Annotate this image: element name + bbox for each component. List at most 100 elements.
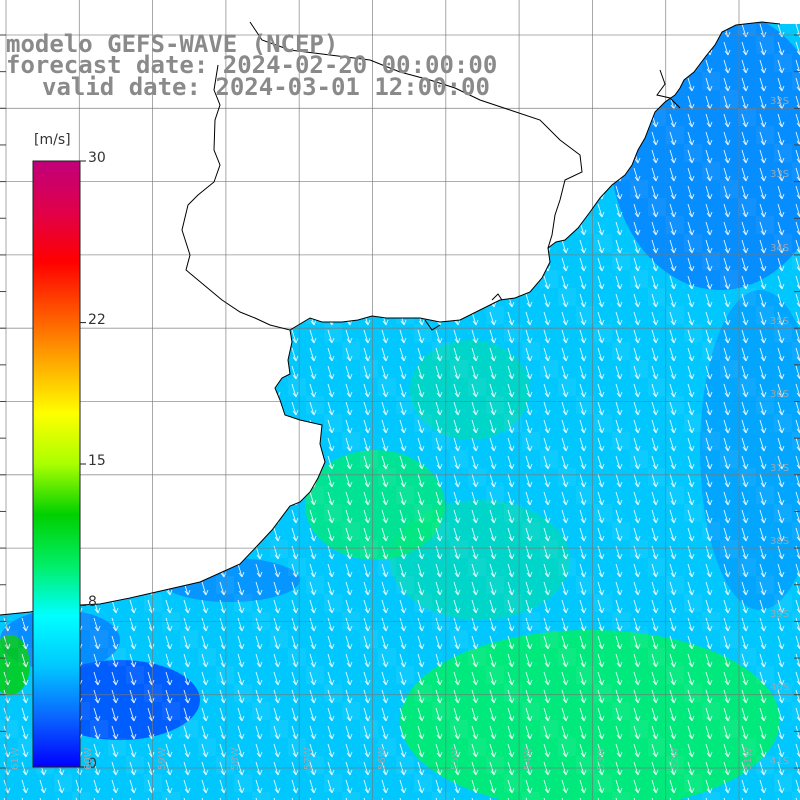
- wind-arrow: [399, 743, 407, 758]
- wind-arrow: [615, 347, 623, 362]
- longitude-label: 60W: [83, 747, 95, 770]
- wind-arrow: [741, 653, 749, 668]
- wind-arrow: [255, 761, 263, 776]
- wind-arrow: [525, 743, 533, 758]
- grid-cell: [720, 180, 738, 198]
- wind-arrow: [597, 599, 605, 614]
- wind-arrow: [381, 491, 389, 506]
- wind-arrow: [759, 203, 767, 218]
- wind-arrow: [777, 725, 785, 740]
- wind-arrow: [615, 743, 623, 758]
- wind-arrow: [399, 347, 407, 362]
- wind-arrow: [471, 779, 479, 794]
- wind-arrow: [489, 347, 497, 362]
- wind-arrow: [669, 257, 677, 272]
- grid-cell: [360, 540, 378, 558]
- grid-cell: [54, 774, 72, 792]
- wind-arrow: [183, 671, 191, 686]
- wind-arrow: [723, 509, 731, 524]
- wind-arrow: [633, 221, 641, 236]
- wind-arrow: [777, 707, 785, 722]
- wind-arrow: [669, 149, 677, 164]
- wind-arrow: [777, 221, 785, 236]
- wind-arrow: [525, 527, 533, 542]
- wind-arrow: [651, 689, 659, 704]
- wind-arrow: [723, 329, 731, 344]
- wind-arrow: [705, 185, 713, 200]
- wind-arrow: [651, 221, 659, 236]
- wind-arrow: [471, 725, 479, 740]
- latitude-label: 37S: [770, 462, 790, 474]
- wind-arrow: [633, 653, 641, 668]
- grid-cell: [360, 630, 378, 648]
- wind-arrow: [741, 401, 749, 416]
- grid-cell: [792, 432, 800, 450]
- wind-arrow: [561, 563, 569, 578]
- wind-arrow: [561, 437, 569, 452]
- wind-arrow: [381, 401, 389, 416]
- wind-arrow: [669, 419, 677, 434]
- wind-arrow: [327, 401, 335, 416]
- wind-arrow: [273, 581, 281, 596]
- wind-arrow: [561, 311, 569, 326]
- wind-arrow: [273, 725, 281, 740]
- wind-arrow: [327, 743, 335, 758]
- grid-cell: [648, 558, 666, 576]
- grid-cell: [486, 576, 504, 594]
- grid-cell: [720, 90, 738, 108]
- grid-cell: [522, 792, 540, 800]
- wind-arrow: [435, 635, 443, 650]
- wind-arrow: [525, 761, 533, 776]
- colorbar-unit-label: [m/s]: [34, 132, 71, 148]
- wind-arrow: [489, 329, 497, 344]
- wind-arrow: [291, 653, 299, 668]
- wind-arrow: [507, 491, 515, 506]
- wind-arrow: [687, 185, 695, 200]
- wind-arrow: [579, 743, 587, 758]
- grid-cell: [594, 414, 612, 432]
- wind-arrow: [453, 455, 461, 470]
- wind-arrow: [561, 401, 569, 416]
- wind-arrow: [453, 401, 461, 416]
- wind-arrow: [345, 437, 353, 452]
- wind-arrow: [777, 185, 785, 200]
- wind-arrow: [255, 653, 263, 668]
- valid-date: valid date: 2024-03-01 12:00:00: [42, 73, 490, 101]
- grid-cell: [324, 414, 342, 432]
- grid-cell: [288, 738, 306, 756]
- grid-cell: [162, 702, 180, 720]
- wind-arrow: [129, 779, 137, 794]
- wind-arrow: [201, 725, 209, 740]
- grid-cell: [504, 774, 522, 792]
- grid-cell: [306, 576, 324, 594]
- wind-arrow: [615, 383, 623, 398]
- wind-arrow: [165, 725, 173, 740]
- wind-arrow: [615, 509, 623, 524]
- wind-arrow: [273, 743, 281, 758]
- wind-arrow: [597, 689, 605, 704]
- grid-cell: [468, 738, 486, 756]
- wind-arrow: [669, 221, 677, 236]
- wind-arrow: [741, 689, 749, 704]
- wind-arrow: [543, 671, 551, 686]
- wind-arrow: [633, 455, 641, 470]
- wind-speed-patch: [390, 500, 570, 620]
- wind-arrow: [363, 653, 371, 668]
- wind-arrow: [561, 743, 569, 758]
- grid-cell: [702, 162, 720, 180]
- wind-arrow: [201, 779, 209, 794]
- wind-arrow: [255, 689, 263, 704]
- wind-arrow: [435, 527, 443, 542]
- grid-cell: [252, 702, 270, 720]
- wind-arrow: [273, 689, 281, 704]
- wind-arrow: [723, 527, 731, 542]
- wind-arrow: [111, 671, 119, 686]
- wind-arrow: [759, 563, 767, 578]
- wind-arrow: [507, 617, 515, 632]
- wind-arrow: [345, 707, 353, 722]
- wind-arrow: [201, 707, 209, 722]
- wind-arrow: [597, 419, 605, 434]
- wind-arrow: [561, 689, 569, 704]
- wind-arrow: [777, 689, 785, 704]
